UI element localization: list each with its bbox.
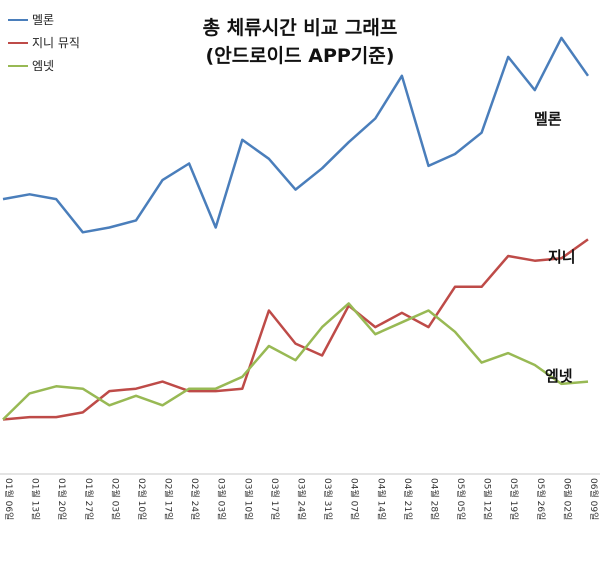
end-label-genie: 지니 <box>548 248 576 266</box>
x-tick-label: 01월 27일 <box>83 478 95 520</box>
x-axis-ticks: 01월 06일 01월 13일 01월 20일 01월 27일 02월 03일 02월 1… <box>3 478 600 520</box>
chart-title: 총 체류시간 비교 그래프 <box>203 17 398 39</box>
x-tick-label: 03월 31일 <box>322 478 334 520</box>
legend-label-melon: 멜론 <box>32 13 54 27</box>
end-label-melon: 멜론 <box>534 110 562 128</box>
x-tick-label: 04월 21일 <box>402 478 414 520</box>
series-line-mnet <box>2 302 589 421</box>
series-line-melon <box>2 36 590 234</box>
x-tick-label: 01월 20일 <box>56 478 68 520</box>
legend-label-mnet: 엠넷 <box>32 59 54 73</box>
x-tick-label: 04월 07일 <box>349 478 361 520</box>
x-tick-label: 02월 03일 <box>109 478 121 520</box>
legend-label-genie: 지니 뮤직 <box>32 36 80 50</box>
x-tick-label: 06월 02일 <box>561 478 573 520</box>
x-tick-label: 02월 10일 <box>136 478 148 520</box>
x-tick-label: 02월 17일 <box>163 478 175 520</box>
x-tick-label: 03월 17일 <box>269 478 281 520</box>
x-tick-label: 03월 03일 <box>216 478 228 520</box>
legend: 멜론 지니 뮤직 엠넷 <box>8 13 80 73</box>
x-tick-label: 05월 26일 <box>535 478 547 520</box>
x-tick-label: 03월 24일 <box>296 478 308 520</box>
x-tick-label: 05월 19일 <box>508 478 520 520</box>
x-tick-label: 03월 10일 <box>242 478 254 520</box>
series-line-genie <box>2 238 589 421</box>
x-tick-label: 04월 28일 <box>429 478 441 520</box>
end-label-mnet: 엠넷 <box>545 367 573 385</box>
x-tick-label: 01월 06일 <box>3 478 15 520</box>
x-tick-label: 01월 13일 <box>30 478 42 520</box>
chart-subtitle: (안드로이드 APP기준) <box>206 45 395 67</box>
x-tick-label: 02월 24일 <box>189 478 201 520</box>
x-tick-label: 06월 09일 <box>588 478 600 520</box>
x-tick-label: 04월 14일 <box>375 478 387 520</box>
x-tick-label: 05월 12일 <box>482 478 494 520</box>
x-tick-label: 05월 05일 <box>455 478 467 520</box>
